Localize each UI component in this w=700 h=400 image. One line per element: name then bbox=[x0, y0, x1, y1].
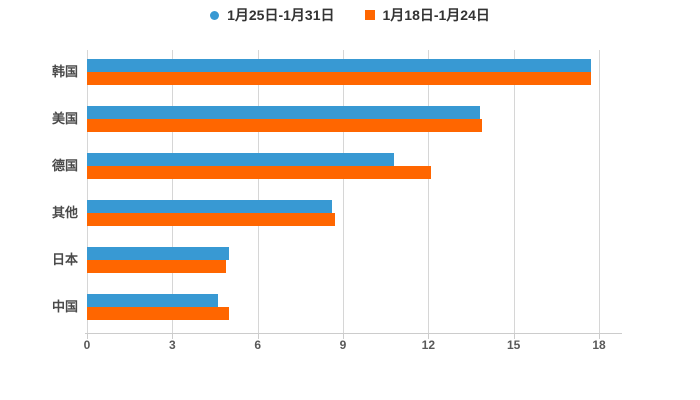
gridline bbox=[257, 50, 259, 333]
bar bbox=[87, 118, 483, 132]
gridline bbox=[172, 50, 174, 333]
x-tick-label: 3 bbox=[168, 338, 176, 352]
x-axis-tick bbox=[343, 334, 344, 339]
bar bbox=[87, 294, 218, 308]
legend-item[interactable]: 1月25日-1月31日 bbox=[210, 7, 335, 23]
x-axis-tick bbox=[87, 334, 88, 339]
bar bbox=[87, 152, 395, 166]
x-tick-label: 0 bbox=[83, 338, 91, 352]
x-tick-label: 15 bbox=[506, 338, 521, 352]
y-category-label: 韩国 bbox=[51, 63, 78, 79]
chart-legend: 1月25日-1月31日 1月18日-1月24日 bbox=[0, 7, 700, 23]
y-category-label: 中国 bbox=[51, 299, 78, 315]
bar bbox=[87, 200, 332, 214]
bar bbox=[87, 58, 591, 72]
bar bbox=[87, 247, 230, 261]
y-category-label: 德国 bbox=[51, 157, 78, 173]
bar bbox=[87, 71, 591, 85]
x-axis-line bbox=[85, 333, 622, 334]
bar bbox=[87, 307, 230, 321]
gridline bbox=[87, 50, 88, 333]
legend-marker-circle-icon bbox=[210, 10, 220, 20]
legend-item-label: 1月25日-1月31日 bbox=[227, 7, 335, 23]
x-tick-label: 18 bbox=[592, 338, 606, 352]
x-axis-tick bbox=[513, 334, 515, 339]
legend-item[interactable]: 1月18日-1月24日 bbox=[364, 7, 490, 23]
bar bbox=[87, 105, 480, 119]
y-category-label: 美国 bbox=[51, 110, 78, 126]
x-tick-label: 6 bbox=[254, 338, 261, 352]
x-axis-tick bbox=[599, 334, 600, 339]
y-category-label: 其他 bbox=[51, 205, 78, 221]
legend-item-label: 1月18日-1月24日 bbox=[382, 7, 490, 23]
gridline bbox=[513, 50, 515, 333]
bar bbox=[87, 165, 432, 179]
gridline bbox=[599, 50, 600, 333]
gridline bbox=[343, 50, 344, 333]
legend-marker-square-icon bbox=[364, 10, 375, 20]
x-axis-tick bbox=[428, 334, 430, 339]
x-tick-label: 9 bbox=[339, 338, 347, 352]
x-axis-tick bbox=[257, 334, 259, 339]
x-axis-tick bbox=[172, 334, 174, 339]
bar bbox=[87, 213, 335, 227]
gridline bbox=[428, 50, 430, 333]
y-category-label: 日本 bbox=[51, 252, 78, 268]
bar bbox=[87, 260, 227, 274]
x-tick-label: 12 bbox=[421, 338, 435, 352]
